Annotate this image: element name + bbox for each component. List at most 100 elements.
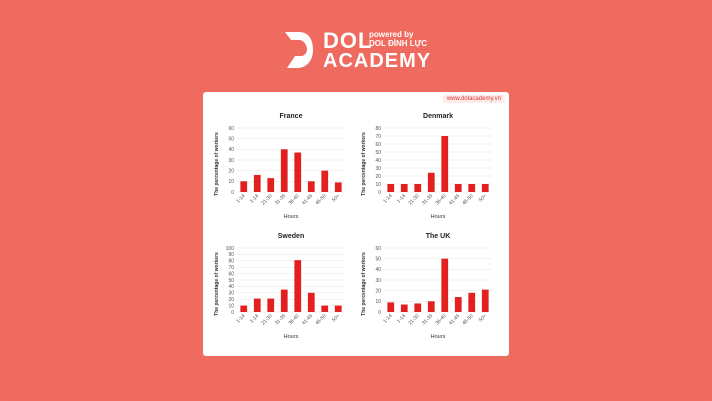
chart-title: Sweden	[278, 233, 304, 240]
x-tick-label: 21-30	[407, 313, 420, 326]
bar	[240, 181, 248, 192]
x-tick-label: 1-14	[382, 193, 393, 204]
bar	[414, 303, 422, 312]
x-tick-label: 50+	[478, 193, 488, 203]
x-tick-label: 1-14	[382, 313, 393, 324]
x-tick-label: 46-50	[461, 313, 474, 326]
bar	[280, 289, 288, 312]
bar	[334, 305, 342, 312]
y-tick-label: 60	[375, 142, 381, 148]
chart-panel-0: France The percentage of workers 0 10 20 30 40…	[214, 113, 345, 220]
x-tick-label: 1-14	[396, 193, 407, 204]
x-tick-label: 36-40	[434, 193, 447, 206]
y-tick-label: 60	[375, 246, 381, 252]
x-tick-label: 21-30	[407, 193, 420, 206]
chart-title: The UK	[426, 233, 451, 240]
bar	[267, 178, 275, 192]
bar	[253, 174, 261, 192]
y-tick-label: 10	[375, 299, 381, 305]
dol-logo-icon	[285, 32, 313, 68]
y-tick-label: 30	[375, 278, 381, 284]
y-tick-label: 40	[375, 158, 381, 164]
y-tick-label: 50	[228, 136, 234, 142]
chart-panel-2: Sweden The percentage of workers 010203040…	[214, 233, 345, 340]
bar	[427, 172, 435, 192]
website-badge[interactable]: www.dolacademy.vn	[442, 95, 505, 103]
y-tick-label: 40	[228, 147, 234, 153]
y-tick-label: 60	[228, 271, 234, 277]
y-tick-label: 10	[228, 179, 234, 185]
powered-line-1: powered by	[369, 30, 414, 39]
x-axis-label: Hours	[284, 214, 299, 220]
y-tick-label: 60	[228, 126, 234, 132]
bar	[334, 182, 342, 192]
y-tick-label: 20	[228, 168, 234, 174]
x-tick-label: 1-14	[249, 313, 260, 324]
x-tick-label: 1-14	[249, 193, 260, 204]
bar	[400, 304, 408, 312]
bar	[454, 297, 462, 312]
y-tick-label: 50	[228, 278, 234, 284]
y-axis-label: The percentage of workers	[214, 252, 220, 316]
y-axis-label: The percentage of workers	[361, 132, 367, 196]
chart-title: France	[280, 113, 303, 120]
y-tick-label: 50	[375, 150, 381, 156]
bar	[240, 305, 248, 312]
y-tick-label: 30	[228, 291, 234, 297]
chart-panel-3: The UK The percentage of workers 0 10 20 30 40…	[361, 233, 492, 340]
x-tick-label: 46-50	[314, 193, 327, 206]
brand-logo: DOL powered by DOL ĐÌNH LỰC ACADEMY	[283, 28, 443, 72]
bar	[387, 302, 395, 312]
bar	[468, 292, 476, 312]
x-tick-label: 21-30	[260, 313, 273, 326]
x-tick-label: 36-40	[434, 313, 447, 326]
y-tick-label: 40	[375, 267, 381, 273]
x-tick-label: 41-45	[301, 313, 314, 326]
y-tick-label: 0	[378, 190, 381, 196]
bar	[307, 181, 315, 192]
bar	[468, 184, 476, 192]
x-tick-label: 41-45	[448, 193, 461, 206]
y-tick-label: 70	[228, 265, 234, 271]
bar	[441, 136, 449, 192]
y-tick-label: 20	[228, 297, 234, 303]
y-tick-label: 0	[231, 310, 234, 316]
bar	[454, 184, 462, 192]
bar	[481, 184, 489, 192]
bar	[294, 152, 302, 192]
x-tick-label: 50+	[331, 313, 341, 323]
chart-panel-1: Denmark The percentage of workers 0 10 20 30 4…	[361, 113, 492, 220]
bar	[253, 298, 261, 312]
y-tick-label: 20	[375, 288, 381, 294]
bar	[400, 184, 408, 192]
y-tick-label: 20	[375, 174, 381, 180]
x-axis-label: Hours	[431, 334, 446, 340]
chart-card: www.dolacademy.vn France The percentage o…	[203, 92, 509, 356]
y-tick-label: 80	[375, 126, 381, 132]
x-tick-label: 41-45	[301, 193, 314, 206]
y-tick-label: 100	[226, 246, 235, 252]
x-tick-label: 31-35	[274, 313, 287, 326]
y-tick-label: 80	[228, 259, 234, 265]
bar	[294, 260, 302, 312]
x-tick-label: 36-40	[287, 313, 300, 326]
x-tick-label: 21-30	[260, 193, 273, 206]
x-tick-label: 31-35	[421, 313, 434, 326]
y-axis-label: The percentage of workers	[214, 132, 220, 196]
x-tick-label: 1-14	[235, 193, 246, 204]
bar	[427, 301, 435, 312]
y-tick-label: 0	[231, 190, 234, 196]
x-tick-label: 1-14	[235, 313, 246, 324]
x-tick-label: 31-35	[421, 193, 434, 206]
bar	[321, 305, 329, 312]
y-tick-label: 30	[375, 166, 381, 172]
bar	[267, 298, 275, 312]
y-tick-label: 50	[375, 256, 381, 262]
y-tick-label: 90	[228, 252, 234, 258]
bar	[481, 289, 489, 312]
y-tick-label: 10	[375, 182, 381, 188]
x-axis-label: Hours	[284, 334, 299, 340]
x-tick-label: 31-35	[274, 193, 287, 206]
x-tick-label: 46-50	[461, 193, 474, 206]
bar	[280, 149, 288, 192]
